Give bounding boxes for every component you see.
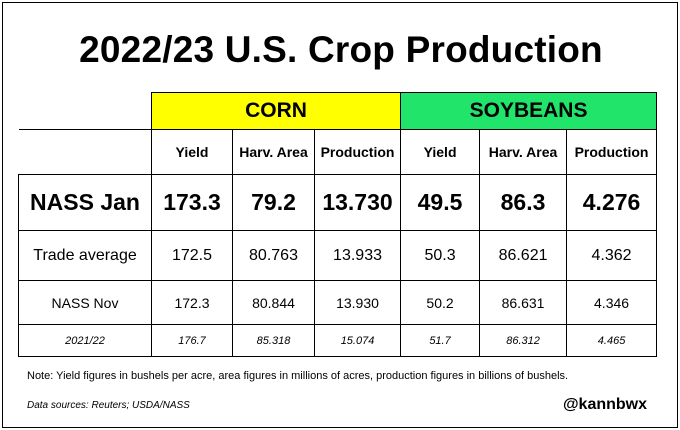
table-row: NASS Jan 173.3 79.2 13.730 49.5 86.3 4.2… xyxy=(18,174,658,231)
table-cell: 4.276 xyxy=(566,174,658,231)
table-cell: 86.312 xyxy=(479,324,568,357)
page-title: 2022/23 U.S. Crop Production xyxy=(79,29,603,70)
soybeans-group-header: SOYBEANS xyxy=(400,92,658,130)
table-cell: 176.7 xyxy=(151,324,233,357)
column-header-row: Yield Harv. Area Production Yield Harv. … xyxy=(18,129,658,175)
table-cell: 51.7 xyxy=(400,324,481,357)
table-cell: 80.844 xyxy=(232,280,315,325)
table-cell: 86.621 xyxy=(479,230,568,281)
row-label: NASS Nov xyxy=(18,280,152,325)
empty-corner-cell xyxy=(18,92,152,130)
table-row: Trade average 172.5 80.763 13.933 50.3 8… xyxy=(18,230,658,281)
group-header-row: CORN SOYBEANS xyxy=(18,92,658,130)
row-label: 2021/22 xyxy=(18,324,152,357)
empty-header-cell xyxy=(18,129,152,175)
table-cell: 80.763 xyxy=(232,230,315,281)
table-cell: 13.933 xyxy=(313,230,402,281)
table-cell: 79.2 xyxy=(232,174,315,231)
author-handle: @kannbwx xyxy=(562,396,647,413)
column-header: Production xyxy=(313,129,402,175)
table-cell: 4.346 xyxy=(566,280,658,325)
row-label: NASS Jan xyxy=(18,174,152,231)
table-cell: 50.3 xyxy=(400,230,481,281)
corn-group-header: CORN xyxy=(150,92,402,130)
table-cell: 86.3 xyxy=(479,174,568,231)
column-header: Harv. Area xyxy=(479,129,568,175)
row-label: Trade average xyxy=(18,230,152,281)
crop-production-table: CORN SOYBEANS Yield Harv. Area Productio… xyxy=(18,92,658,357)
table-cell: 13.730 xyxy=(313,174,402,231)
column-header: Harv. Area xyxy=(232,129,315,175)
column-header: Yield xyxy=(400,129,481,175)
table-row: 2021/22 176.7 85.318 15.074 51.7 86.312 … xyxy=(18,324,658,357)
data-sources: Data sources: Reuters; USDA/NASS xyxy=(27,400,190,411)
units-note: Note: Yield figures in bushels per acre,… xyxy=(27,370,569,382)
column-header: Yield xyxy=(151,129,233,175)
table-cell: 172.5 xyxy=(151,230,233,281)
table-cell: 13.930 xyxy=(313,280,402,325)
table-cell: 86.631 xyxy=(479,280,568,325)
table-cell: 49.5 xyxy=(400,174,481,231)
table-cell: 15.074 xyxy=(313,324,402,357)
table-row: NASS Nov 172.3 80.844 13.930 50.2 86.631… xyxy=(18,280,658,325)
table-cell: 85.318 xyxy=(232,324,315,357)
table-cell: 173.3 xyxy=(151,174,233,231)
table-cell: 4.465 xyxy=(566,324,658,357)
column-header: Production xyxy=(566,129,658,175)
table-cell: 4.362 xyxy=(566,230,658,281)
table-cell: 50.2 xyxy=(400,280,481,325)
table-cell: 172.3 xyxy=(151,280,233,325)
